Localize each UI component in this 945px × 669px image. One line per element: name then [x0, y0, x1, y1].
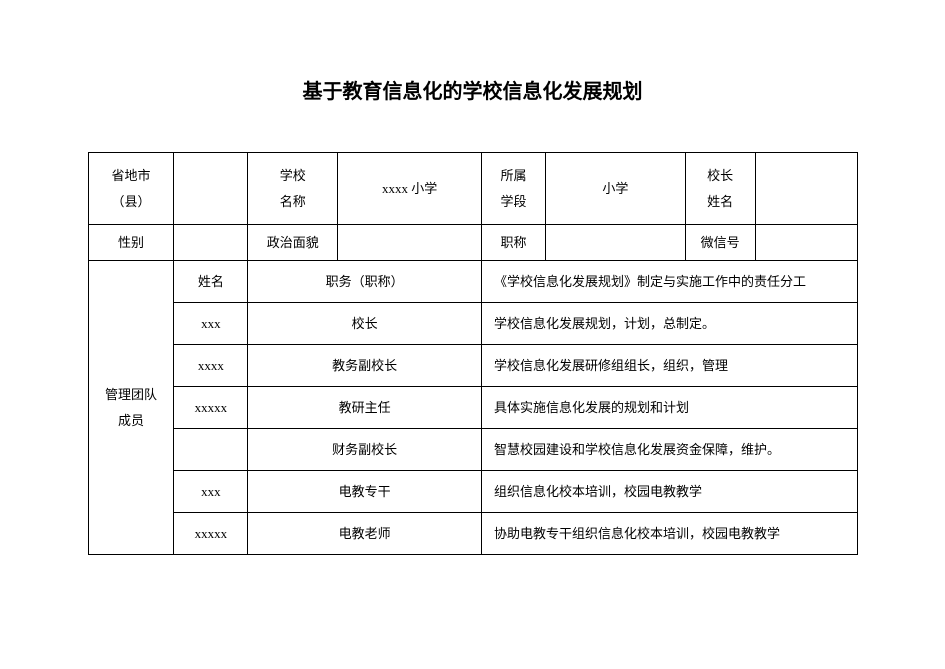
table-row: xxxxx 电教老师 协助电教专干组织信息化校本培训，校园电教教学: [88, 513, 857, 555]
gender-label: 性别: [88, 225, 174, 261]
politics-value: [338, 225, 482, 261]
principal-label: 校长 姓名: [685, 153, 755, 225]
member-name: xxxxx: [174, 387, 248, 429]
team-header-row: 管理团队 成员 姓名 职务（职称） 《学校信息化发展规划》制定与实施工作中的责任…: [88, 261, 857, 303]
member-duty: 学校信息化发展规划，计划，总制定。: [482, 303, 857, 345]
politics-label: 政治面貌: [248, 225, 338, 261]
member-position: 电教专干: [248, 471, 482, 513]
member-position: 财务副校长: [248, 429, 482, 471]
title-label: 职称: [482, 225, 546, 261]
member-position: 教研主任: [248, 387, 482, 429]
member-name: [174, 429, 248, 471]
principal-label-line1: 校长: [692, 163, 749, 189]
col-duty: 《学校信息化发展规划》制定与实施工作中的责任分工: [482, 261, 857, 303]
stage-label: 所属 学段: [482, 153, 546, 225]
team-label-line1: 管理团队: [95, 382, 168, 408]
member-duty: 协助电教专干组织信息化校本培训，校园电教教学: [482, 513, 857, 555]
stage-label-line1: 所属: [488, 163, 539, 189]
member-duty: 组织信息化校本培训，校园电教教学: [482, 471, 857, 513]
title-value: [545, 225, 685, 261]
principal-value: [755, 153, 857, 225]
info-table: 省地市 （县） 学校 名称 xxxx 小学 所属 学段 小学 校长 姓名 性别: [88, 152, 858, 555]
document-title: 基于教育信息化的学校信息化发展规划: [0, 75, 945, 104]
member-duty: 智慧校园建设和学校信息化发展资金保障，维护。: [482, 429, 857, 471]
province-value: [174, 153, 248, 225]
stage-label-line2: 学段: [488, 189, 539, 215]
member-duty: 具体实施信息化发展的规划和计划: [482, 387, 857, 429]
principal-label-line2: 姓名: [692, 189, 749, 215]
gender-value: [174, 225, 248, 261]
school-name-label-line1: 学校: [254, 163, 331, 189]
wechat-label: 微信号: [685, 225, 755, 261]
table-row: xxx 校长 学校信息化发展规划，计划，总制定。: [88, 303, 857, 345]
table-container: 省地市 （县） 学校 名称 xxxx 小学 所属 学段 小学 校长 姓名 性别: [0, 152, 945, 555]
province-label-line2: （县）: [95, 189, 168, 215]
province-label: 省地市 （县）: [88, 153, 174, 225]
team-label: 管理团队 成员: [88, 261, 174, 555]
school-name-label: 学校 名称: [248, 153, 338, 225]
header-row-2: 性别 政治面貌 职称 微信号: [88, 225, 857, 261]
table-row: 财务副校长 智慧校园建设和学校信息化发展资金保障，维护。: [88, 429, 857, 471]
member-name: xxx: [174, 471, 248, 513]
stage-value: 小学: [545, 153, 685, 225]
member-name: xxxxx: [174, 513, 248, 555]
member-position: 校长: [248, 303, 482, 345]
province-label-line1: 省地市: [95, 163, 168, 189]
member-duty: 学校信息化发展研修组组长，组织，管理: [482, 345, 857, 387]
col-position: 职务（职称）: [248, 261, 482, 303]
member-name: xxxx: [174, 345, 248, 387]
wechat-value: [755, 225, 857, 261]
member-position: 电教老师: [248, 513, 482, 555]
school-name-value: xxxx 小学: [338, 153, 482, 225]
table-row: xxx 电教专干 组织信息化校本培训，校园电教教学: [88, 471, 857, 513]
member-position: 教务副校长: [248, 345, 482, 387]
school-name-label-line2: 名称: [254, 189, 331, 215]
header-row-1: 省地市 （县） 学校 名称 xxxx 小学 所属 学段 小学 校长 姓名: [88, 153, 857, 225]
col-name: 姓名: [174, 261, 248, 303]
table-row: xxxxx 教研主任 具体实施信息化发展的规划和计划: [88, 387, 857, 429]
member-name: xxx: [174, 303, 248, 345]
team-label-line2: 成员: [95, 408, 168, 434]
table-row: xxxx 教务副校长 学校信息化发展研修组组长，组织，管理: [88, 345, 857, 387]
